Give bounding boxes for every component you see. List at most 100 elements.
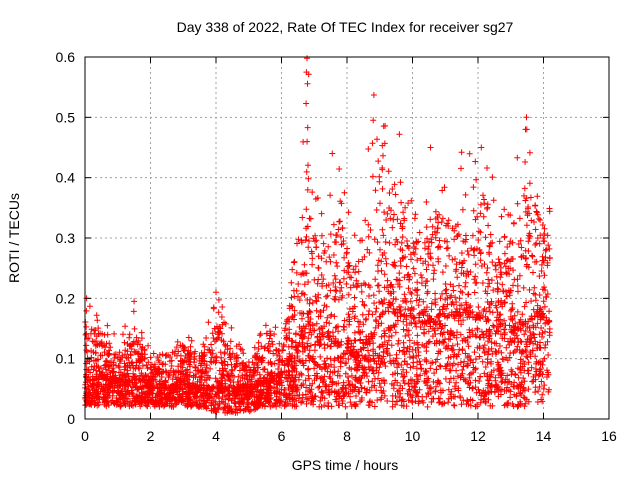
data-point <box>445 386 452 393</box>
data-point <box>445 354 452 361</box>
data-point <box>490 322 496 329</box>
data-point <box>403 299 410 306</box>
data-point <box>255 346 262 352</box>
data-point <box>258 343 265 350</box>
data-point <box>147 354 154 361</box>
data-point <box>445 217 452 224</box>
data-point <box>525 264 532 271</box>
data-point <box>465 251 472 258</box>
data-point <box>542 247 549 254</box>
data-point <box>396 394 403 401</box>
data-point <box>288 279 295 286</box>
data-point <box>529 253 536 260</box>
data-point <box>321 402 328 409</box>
data-point <box>536 273 543 280</box>
data-point <box>242 371 249 378</box>
data-point <box>382 255 389 262</box>
data-point <box>423 199 430 205</box>
data-point <box>431 370 438 377</box>
data-point <box>425 375 432 382</box>
data-point <box>95 401 102 408</box>
data-point <box>142 372 149 378</box>
x-tick-label: 0 <box>81 428 89 444</box>
data-points <box>82 55 553 416</box>
data-point <box>323 293 330 300</box>
data-point <box>291 258 298 265</box>
data-point <box>309 189 316 196</box>
data-point <box>390 305 397 312</box>
data-point <box>407 298 414 305</box>
data-point <box>355 318 362 325</box>
data-point <box>395 340 401 347</box>
data-point <box>540 298 547 305</box>
data-point <box>383 260 390 267</box>
data-point <box>208 341 215 348</box>
data-point <box>411 251 418 258</box>
data-point <box>322 360 329 367</box>
data-point <box>382 308 389 315</box>
data-point <box>405 397 412 404</box>
data-point <box>455 317 462 324</box>
data-point <box>288 294 295 301</box>
data-point <box>207 358 214 365</box>
data-point <box>386 239 393 246</box>
x-tick-label: 14 <box>536 428 552 444</box>
data-point <box>185 334 192 341</box>
data-point <box>367 227 374 233</box>
data-point <box>347 284 354 291</box>
data-point <box>365 146 372 152</box>
data-point <box>309 299 316 306</box>
data-point <box>335 226 342 233</box>
data-point <box>305 279 312 285</box>
data-point <box>454 329 460 336</box>
data-point <box>391 323 398 330</box>
data-point <box>484 265 491 271</box>
data-point <box>351 329 358 336</box>
data-point <box>435 314 442 321</box>
data-point <box>422 282 429 289</box>
data-point <box>404 238 410 244</box>
data-point <box>408 197 415 204</box>
data-point <box>485 222 492 229</box>
data-point <box>98 365 105 372</box>
data-point <box>489 239 496 246</box>
data-point <box>469 232 476 239</box>
data-point <box>439 187 446 194</box>
data-point <box>399 234 406 240</box>
data-point <box>389 392 396 399</box>
data-point <box>462 283 469 290</box>
data-point <box>319 280 326 287</box>
data-point <box>284 378 291 385</box>
data-point <box>282 320 289 327</box>
data-point <box>385 337 392 344</box>
data-point <box>428 300 435 307</box>
data-point <box>116 349 123 356</box>
data-point <box>372 308 379 315</box>
data-point <box>466 353 473 359</box>
data-point <box>520 284 527 291</box>
data-point <box>385 168 392 175</box>
data-point <box>321 361 328 368</box>
data-point <box>351 337 358 344</box>
data-point <box>474 403 481 410</box>
data-point <box>131 325 138 332</box>
data-point <box>498 264 504 271</box>
x-axis-label: GPS time / hours <box>292 457 399 473</box>
data-point <box>398 239 405 246</box>
x-tick-label: 4 <box>212 428 220 444</box>
data-point <box>371 403 378 410</box>
data-point <box>410 363 417 370</box>
data-point <box>384 277 391 284</box>
data-point <box>302 377 309 384</box>
data-point <box>294 240 300 247</box>
data-point <box>486 327 492 334</box>
data-point <box>416 296 423 303</box>
data-point <box>441 184 448 191</box>
data-point <box>378 333 385 340</box>
data-point <box>445 399 452 406</box>
data-point <box>542 254 549 261</box>
data-point <box>389 224 396 231</box>
data-point <box>472 158 479 165</box>
data-point <box>414 332 421 339</box>
data-point <box>297 358 304 365</box>
